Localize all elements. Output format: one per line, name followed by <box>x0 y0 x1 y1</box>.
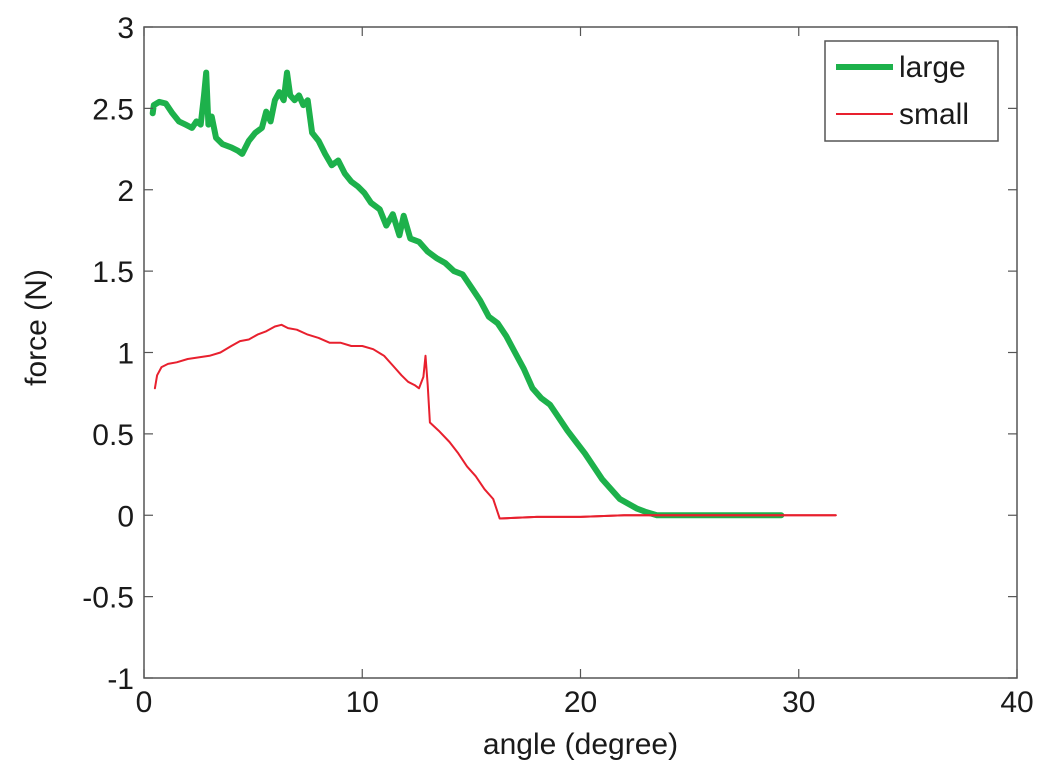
x-axis-label: angle (degree) <box>483 728 678 761</box>
y-tick-label: 2.5 <box>92 93 134 126</box>
x-tick-label: 30 <box>782 686 815 719</box>
y-tick-label: -1 <box>107 663 134 696</box>
legend-label-small: small <box>899 98 969 131</box>
y-tick-label: -0.5 <box>82 582 134 615</box>
x-tick-label: 10 <box>346 686 379 719</box>
y-tick-label: 0.5 <box>92 419 134 452</box>
x-tick-labels: 0 10 20 30 40 <box>136 686 1034 719</box>
x-tick-label: 20 <box>564 686 597 719</box>
legend-box <box>824 40 999 142</box>
y-tick-label: 2 <box>117 175 134 208</box>
series-large-line <box>149 69 785 519</box>
series-layer <box>149 69 837 520</box>
y-tick-label: 1 <box>117 338 134 371</box>
series-small-flat-overlay <box>499 514 836 520</box>
axis-ticks <box>143 26 1018 679</box>
y-tick-label: 3 <box>117 12 134 45</box>
x-tick-label: 0 <box>136 686 153 719</box>
y-axis-label: force (N) <box>20 269 53 386</box>
y-tick-label: 0 <box>117 500 134 533</box>
legend: large small <box>824 40 999 142</box>
x-tick-label: 40 <box>1000 686 1033 719</box>
legend-label-large: large <box>899 51 966 84</box>
y-tick-label: 1.5 <box>92 256 134 289</box>
y-tick-labels: -1 -0.5 0 0.5 1 1.5 2 2.5 3 <box>82 12 134 696</box>
series-small-line <box>153 323 837 520</box>
